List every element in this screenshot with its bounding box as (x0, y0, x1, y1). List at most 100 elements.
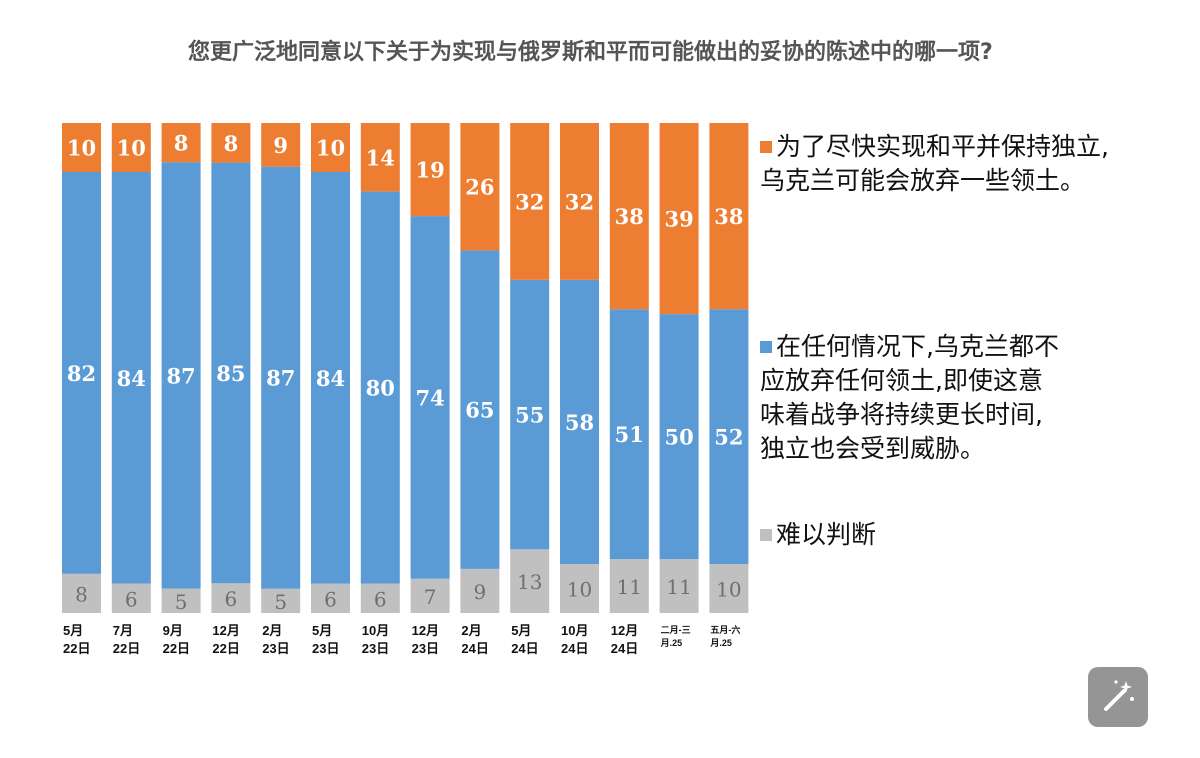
data-label-orange-13: 38 (714, 204, 743, 229)
data-label-blue-1: 84 (117, 366, 146, 391)
x-tick-label-0-1: 22日 (63, 641, 90, 656)
bar-orange-13 (709, 123, 749, 310)
bar-gray-6 (360, 583, 400, 613)
bar-gray-9 (510, 549, 550, 613)
data-label-blue-5: 84 (316, 366, 345, 391)
bar-orange-2 (161, 123, 201, 163)
x-tick-label-5-1: 23日 (312, 641, 339, 656)
x-tick-label-4-0: 2月 (262, 623, 282, 638)
bar-blue-8 (460, 250, 500, 569)
legend-blue-marker (760, 341, 772, 353)
bar-gray-5 (311, 583, 350, 613)
data-label-gray-3: 6 (225, 587, 238, 611)
bar-gray-2 (161, 588, 201, 613)
x-tick-label-9-0: 5月 (511, 623, 531, 638)
bar-orange-12 (659, 123, 699, 315)
x-tick-label-0-0: 5月 (63, 623, 83, 638)
bar-blue-4 (261, 166, 301, 589)
data-label-gray-13: 10 (716, 578, 741, 602)
data-label-orange-3: 8 (224, 131, 239, 156)
data-label-gray-1: 6 (125, 587, 138, 611)
x-tick-label-6-0: 10月 (362, 623, 389, 638)
x-tick-label-7-1: 23日 (412, 641, 439, 656)
bar-blue-13 (709, 309, 749, 564)
bar-gray-8 (460, 568, 500, 613)
data-label-orange-10: 32 (565, 189, 594, 214)
data-label-blue-12: 50 (664, 425, 693, 450)
x-tick-label-12-1: 月.25 (660, 638, 683, 648)
x-tick-label-11-0: 12月 (611, 623, 638, 638)
data-label-gray-10: 10 (567, 578, 592, 602)
magic-wand-icon (1104, 680, 1134, 711)
data-label-orange-0: 10 (67, 136, 96, 161)
x-tick-label-5-0: 5月 (312, 623, 332, 638)
legend-blue-line-2: 应放弃任何领土,即使这意 (760, 366, 1043, 395)
x-tick-label-13-0: 五月-六 (710, 624, 740, 635)
x-tick-label-2-0: 9月 (163, 623, 183, 638)
data-label-gray-8: 9 (474, 580, 487, 604)
legend-orange-line-1: 为了尽快实现和平并保持独立, (776, 132, 1109, 161)
bar-gray-4 (261, 588, 301, 613)
data-label-gray-7: 7 (424, 585, 437, 609)
bar-gray-1 (111, 583, 151, 613)
legend-gray-line-1: 难以判断 (776, 520, 877, 549)
data-label-orange-1: 10 (117, 136, 146, 161)
data-label-blue-0: 82 (67, 361, 96, 386)
bar-gray-3 (211, 583, 251, 613)
data-label-gray-12: 11 (666, 575, 691, 599)
x-tick-label-8-1: 24日 (461, 641, 488, 656)
data-label-gray-2: 5 (175, 590, 188, 614)
x-tick-label-8-0: 2月 (461, 623, 481, 638)
legend-orange-line-2: 乌克兰可能会放弃一些领土。 (760, 166, 1086, 195)
legend-blue-line-3: 味着战争将持续更长时间, (760, 400, 1043, 429)
bar-orange-1 (111, 123, 151, 172)
x-tick-label-7-0: 12月 (412, 623, 439, 638)
x-tick-label-13-1: 月.25 (709, 638, 732, 648)
legend-orange: 为了尽快实现和平并保持独立, 乌克兰可能会放弃一些领土。 (760, 130, 1160, 198)
data-label-gray-6: 6 (374, 587, 387, 611)
bar-gray-11 (609, 559, 649, 613)
chart-title: 您更广泛地同意以下关于为实现与俄罗斯和平而可能做出的妥协的陈述中的哪一项? (188, 40, 993, 65)
x-tick-label-4-1: 23日 (262, 641, 289, 656)
bar-orange-6 (360, 123, 400, 192)
stacked-bar-chart: 882105月22日684107月22日58789月22日685812月22日5… (62, 123, 749, 656)
data-label-orange-12: 39 (664, 207, 693, 232)
data-label-gray-0: 8 (75, 582, 88, 606)
data-label-blue-13: 52 (714, 425, 743, 450)
bar-gray-7 (410, 578, 450, 613)
x-tick-label-11-1: 24日 (611, 641, 638, 656)
x-tick-label-10-1: 24日 (561, 641, 588, 656)
bar-orange-3 (211, 123, 251, 163)
data-label-orange-4: 9 (273, 133, 288, 158)
bar-blue-3 (211, 162, 251, 584)
bar-gray-0 (62, 573, 101, 613)
data-label-orange-8: 26 (465, 175, 494, 200)
data-label-orange-11: 38 (615, 204, 644, 229)
x-tick-label-1-0: 7月 (113, 623, 133, 638)
x-tick-label-3-0: 12月 (212, 623, 239, 638)
bar-blue-6 (360, 191, 400, 584)
data-label-gray-11: 11 (617, 575, 642, 599)
x-tick-label-2-1: 22日 (163, 641, 190, 656)
data-label-blue-11: 51 (615, 422, 644, 447)
bar-orange-7 (410, 123, 450, 217)
data-label-orange-6: 14 (366, 145, 395, 170)
data-label-blue-4: 87 (266, 366, 295, 391)
data-label-gray-5: 6 (324, 587, 337, 611)
legend-gray-marker (760, 529, 772, 541)
bar-orange-4 (261, 123, 301, 167)
bar-blue-5 (311, 172, 350, 584)
magic-edit-button[interactable] (1088, 667, 1148, 727)
legend-blue-line-4: 独立也会受到威胁。 (760, 434, 986, 463)
bar-blue-2 (161, 162, 201, 589)
bar-blue-0 (62, 172, 101, 574)
bar-orange-9 (510, 123, 550, 280)
bar-orange-11 (609, 123, 649, 310)
bar-blue-10 (560, 279, 599, 564)
data-label-orange-5: 10 (316, 136, 345, 161)
legend-orange-marker (760, 141, 772, 153)
x-tick-label-12-0: 二月-三 (661, 625, 691, 635)
bar-blue-1 (111, 172, 151, 584)
data-label-blue-3: 85 (216, 361, 245, 386)
data-label-blue-2: 87 (166, 363, 195, 388)
